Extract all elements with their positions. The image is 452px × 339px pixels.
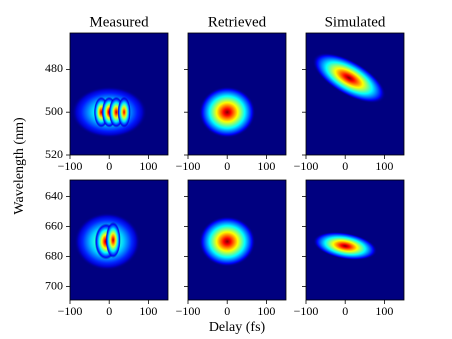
blob: [117, 96, 131, 128]
blob: [312, 52, 386, 104]
x-tick-label: −100: [176, 159, 201, 173]
y-tick-label: 520: [45, 147, 63, 161]
x-tick-label: 100: [375, 159, 393, 173]
axes-frame: [69, 179, 169, 301]
heatmap: [71, 86, 147, 138]
blob: [313, 231, 378, 261]
y-tick-label: 680: [45, 248, 63, 262]
axes-frame: [187, 32, 287, 156]
x-tick-label: 100: [375, 304, 393, 318]
x-tick-label: −100: [294, 159, 319, 173]
x-tick-label: 100: [257, 159, 275, 173]
y-tick-label: 500: [45, 104, 63, 118]
panel-title: Simulated: [325, 14, 386, 30]
heatmap: [198, 216, 256, 267]
heatmap: [198, 86, 256, 138]
axes-frame: [305, 32, 405, 156]
x-tick-label: −100: [58, 304, 83, 318]
blob: [198, 86, 256, 138]
x-tick-label: 100: [257, 304, 275, 318]
x-tick-label: −100: [294, 304, 319, 318]
x-tick-label: 100: [139, 304, 157, 318]
y-axis-label: Wavelength (nm): [12, 117, 27, 215]
axes-frame: [305, 179, 405, 301]
x-tick-label: 0: [224, 159, 230, 173]
heatmap: [313, 231, 378, 261]
y-tick-label: 640: [45, 188, 63, 202]
axes-frame: [187, 179, 287, 301]
heatmap: [312, 52, 386, 104]
x-tick-label: 0: [106, 304, 112, 318]
y-tick-label: 660: [45, 218, 63, 232]
x-tick-label: −100: [176, 304, 201, 318]
blob: [198, 216, 256, 267]
heatmap: [74, 212, 141, 271]
x-tick-label: 0: [342, 304, 348, 318]
axes-frame: [69, 32, 169, 156]
panel-title: Measured: [89, 14, 149, 30]
x-tick-label: 0: [106, 159, 112, 173]
x-tick-label: 0: [342, 159, 348, 173]
x-tick-label: −100: [58, 159, 83, 173]
y-tick-label: 480: [45, 61, 63, 75]
x-axis-label: Delay (fs): [209, 320, 266, 335]
y-tick-label: 700: [45, 278, 63, 292]
panel-title: Retrieved: [208, 14, 267, 30]
blob: [105, 222, 121, 258]
x-tick-label: 0: [224, 304, 230, 318]
x-tick-label: 100: [139, 159, 157, 173]
